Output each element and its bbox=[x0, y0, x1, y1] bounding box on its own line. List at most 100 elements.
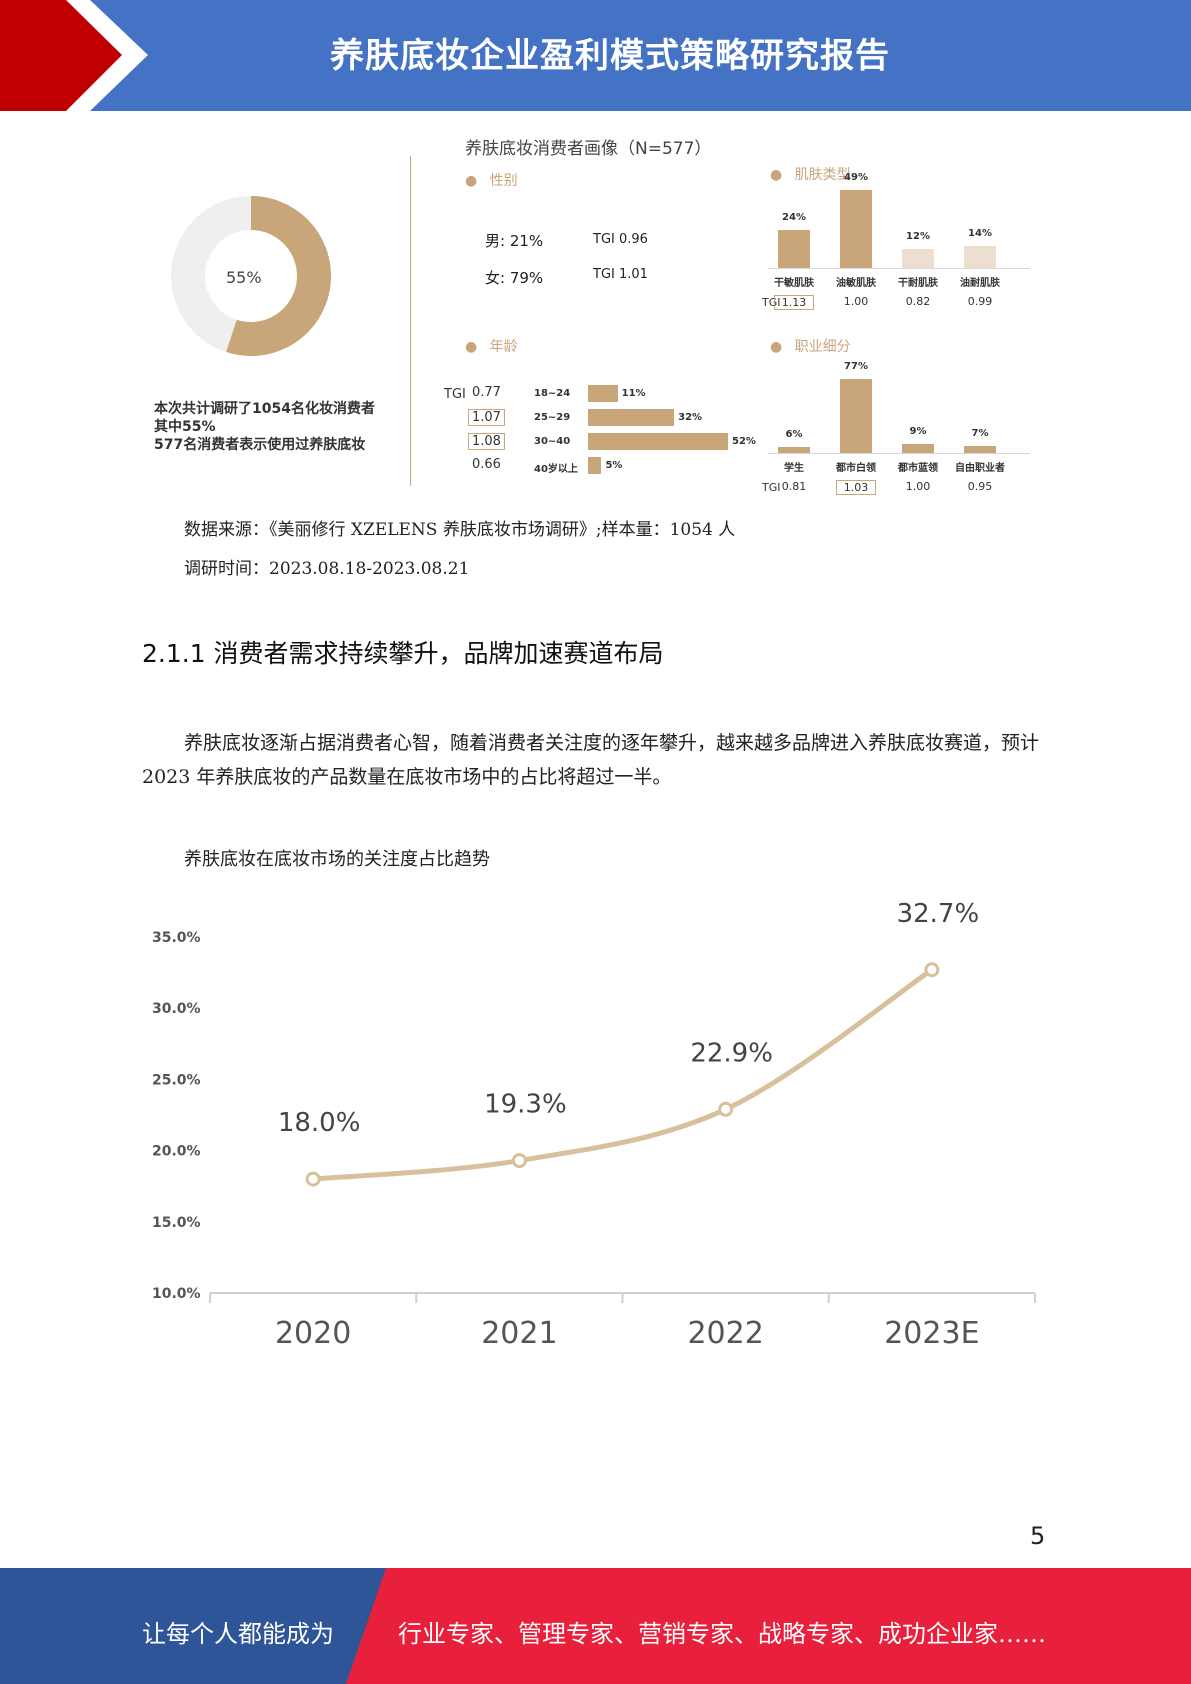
age-label: 25~29 bbox=[534, 412, 571, 423]
age-bar bbox=[588, 457, 602, 474]
gender-value: 男: 21% bbox=[485, 232, 544, 250]
bar-value-label: 7% bbox=[971, 428, 989, 440]
bar-category-label: 油耐肌肤 bbox=[960, 278, 1000, 289]
bar-baseline bbox=[768, 453, 1030, 454]
bar-tgi-value: 1.00 bbox=[843, 295, 869, 308]
tgi-label: TGI bbox=[762, 296, 781, 309]
gender-heading: ● 性别 bbox=[465, 170, 518, 190]
bar-tgi-value: 1.13 bbox=[774, 295, 814, 310]
infographic: 55% 本次共计调研了1054名化妆消费者 其中55% 577名消费者表示使用过… bbox=[150, 128, 1050, 498]
age-value-label: 32% bbox=[678, 412, 703, 423]
data-label: 18.0% bbox=[278, 1108, 361, 1138]
bar-category-label: 自由职业者 bbox=[955, 463, 1005, 474]
footer-slogan-right: 行业专家、管理专家、营销专家、战略专家、成功企业家…… bbox=[398, 1620, 1046, 1648]
y-tick-label: 20.0% bbox=[152, 1144, 201, 1160]
age-tgi-value: 1.08 bbox=[468, 433, 505, 450]
age-label: 30~40 bbox=[534, 436, 571, 447]
bullet-icon: ● bbox=[770, 339, 783, 355]
bar-tgi-value: 1.00 bbox=[905, 480, 931, 493]
series-line bbox=[310, 967, 935, 1182]
age-label: 18~24 bbox=[534, 388, 571, 399]
bar bbox=[778, 229, 810, 268]
bar-value-label: 9% bbox=[909, 426, 927, 438]
y-tick-label: 30.0% bbox=[152, 1001, 201, 1017]
bar-value-label: 6% bbox=[785, 429, 803, 441]
data-label: 32.7% bbox=[897, 899, 980, 929]
y-tick-label: 10.0% bbox=[152, 1286, 201, 1302]
gender-row-male: 男: 21% TGI 0.96 bbox=[485, 230, 648, 251]
age-bar bbox=[588, 409, 675, 426]
caption-line: 577名消费者表示使用过养肤底妆 bbox=[154, 437, 366, 453]
age-tgi-label: TGI bbox=[444, 387, 466, 402]
section-heading: 2.1.1 消费者需求持续攀升，品牌加速赛道布局 bbox=[142, 639, 664, 668]
bullet-icon: ● bbox=[465, 339, 478, 355]
age-label: 40岁以上 bbox=[534, 464, 578, 475]
age-value-label: 52% bbox=[732, 436, 756, 447]
bar-value-label: 24% bbox=[782, 211, 806, 223]
bar-category-label: 都市蓝领 bbox=[898, 463, 938, 474]
tgi-label: TGI bbox=[762, 481, 781, 494]
bar-baseline bbox=[768, 268, 1030, 269]
y-tick-label: 15.0% bbox=[152, 1215, 201, 1231]
x-tick-label: 2023E bbox=[884, 1316, 979, 1351]
bar-value-label: 12% bbox=[906, 230, 930, 242]
header-banner bbox=[0, 0, 1191, 111]
bar bbox=[902, 444, 934, 453]
infographic-title: 养肤底妆消费者画像（N=577） bbox=[465, 139, 712, 159]
age-bar bbox=[588, 385, 618, 402]
page-number: 5 bbox=[1030, 1522, 1046, 1550]
occupation-bar-chart: TGI 6% 学生 0.81 77% 都市白领 1.03 9% 都市蓝领 1.00 7% 自由职业者 0… bbox=[762, 353, 1048, 498]
bar-value-label: 77% bbox=[844, 361, 868, 372]
donut-arc bbox=[171, 196, 331, 356]
y-tick-label: 25.0% bbox=[152, 1072, 201, 1088]
donut-label: 55% bbox=[226, 268, 262, 287]
bar bbox=[778, 447, 810, 453]
occupation-heading-label: 职业细分 bbox=[794, 339, 851, 355]
age-bars: 0.77 18~24 11% 1.07 25~29 32% 1.08 30~40 52% 0.66… bbox=[468, 383, 756, 483]
bar-category-label: 都市白领 bbox=[836, 463, 876, 474]
bar-tgi-value: 0.82 bbox=[905, 295, 931, 308]
header-arrow bbox=[0, 0, 122, 111]
bullet-icon: ● bbox=[770, 167, 783, 183]
x-tick-label: 2021 bbox=[481, 1316, 557, 1351]
y-tick-label: 35.0% bbox=[152, 930, 201, 946]
bar-tgi-value: 0.81 bbox=[781, 480, 807, 493]
x-tick-label: 2022 bbox=[687, 1316, 763, 1351]
donut-chart bbox=[171, 196, 331, 356]
gender-row-female: 女: 79% TGI 1.01 bbox=[485, 267, 648, 288]
skin-bar-chart: TGI 24% 干敏肌肤 1.13 49% 油敏肌肤 1.00 12% 干耐肌肤 0.82 14% 油… bbox=[762, 168, 1048, 313]
body-paragraph: 养肤底妆逐渐占据消费者心智，随着消费者关注度的逐年攀升，越来越多品牌进入养肤底妆… bbox=[142, 732, 1040, 788]
survey-time: 调研时间：2023.08.18-2023.08.21 bbox=[184, 559, 470, 579]
data-point bbox=[924, 962, 940, 978]
skin-heading: ● 肌肤类型 bbox=[770, 164, 851, 184]
data-point bbox=[511, 1153, 527, 1169]
data-label: 22.9% bbox=[690, 1038, 773, 1068]
bar-value-label: 49% bbox=[844, 172, 868, 183]
gender-heading-label: 性别 bbox=[489, 173, 518, 189]
x-tick-label: 2020 bbox=[275, 1316, 351, 1351]
gender-tgi: TGI 1.01 bbox=[593, 267, 648, 282]
footer-banner bbox=[0, 1568, 1191, 1684]
age-heading: ● 年龄 bbox=[465, 336, 518, 356]
data-label: 19.3% bbox=[484, 1090, 567, 1120]
chart-caption: 养肤底妆在底妆市场的关注度占比趋势 bbox=[184, 849, 490, 870]
gender-value: 女: 79% bbox=[485, 269, 544, 287]
bar bbox=[840, 379, 872, 453]
bar-category-label: 干敏肌肤 bbox=[774, 278, 814, 289]
age-heading-label: 年龄 bbox=[489, 339, 518, 355]
footer-slogan-left: 让每个人都能成为 bbox=[142, 1620, 334, 1648]
bar-category-label: 干耐肌肤 bbox=[898, 278, 938, 289]
bar-tgi-value: 1.03 bbox=[836, 480, 876, 495]
bar-tgi-value: 0.99 bbox=[967, 295, 993, 308]
data-point bbox=[718, 1101, 734, 1117]
caption-line: 其中55% bbox=[154, 419, 216, 435]
age-tgi-value: 0.66 bbox=[472, 457, 501, 472]
age-value-label: 11% bbox=[621, 388, 646, 399]
bullet-icon: ● bbox=[465, 173, 478, 189]
report-title: 养肤底妆企业盈利模式策略研究报告 bbox=[330, 36, 890, 76]
data-point bbox=[305, 1171, 321, 1187]
vertical-divider bbox=[410, 156, 411, 486]
bar bbox=[840, 190, 872, 268]
donut-caption: 本次共计调研了1054名化妆消费者 其中55% 577名消费者表示使用过养肤底妆 bbox=[154, 400, 375, 454]
gender-tgi: TGI 0.96 bbox=[593, 232, 648, 247]
